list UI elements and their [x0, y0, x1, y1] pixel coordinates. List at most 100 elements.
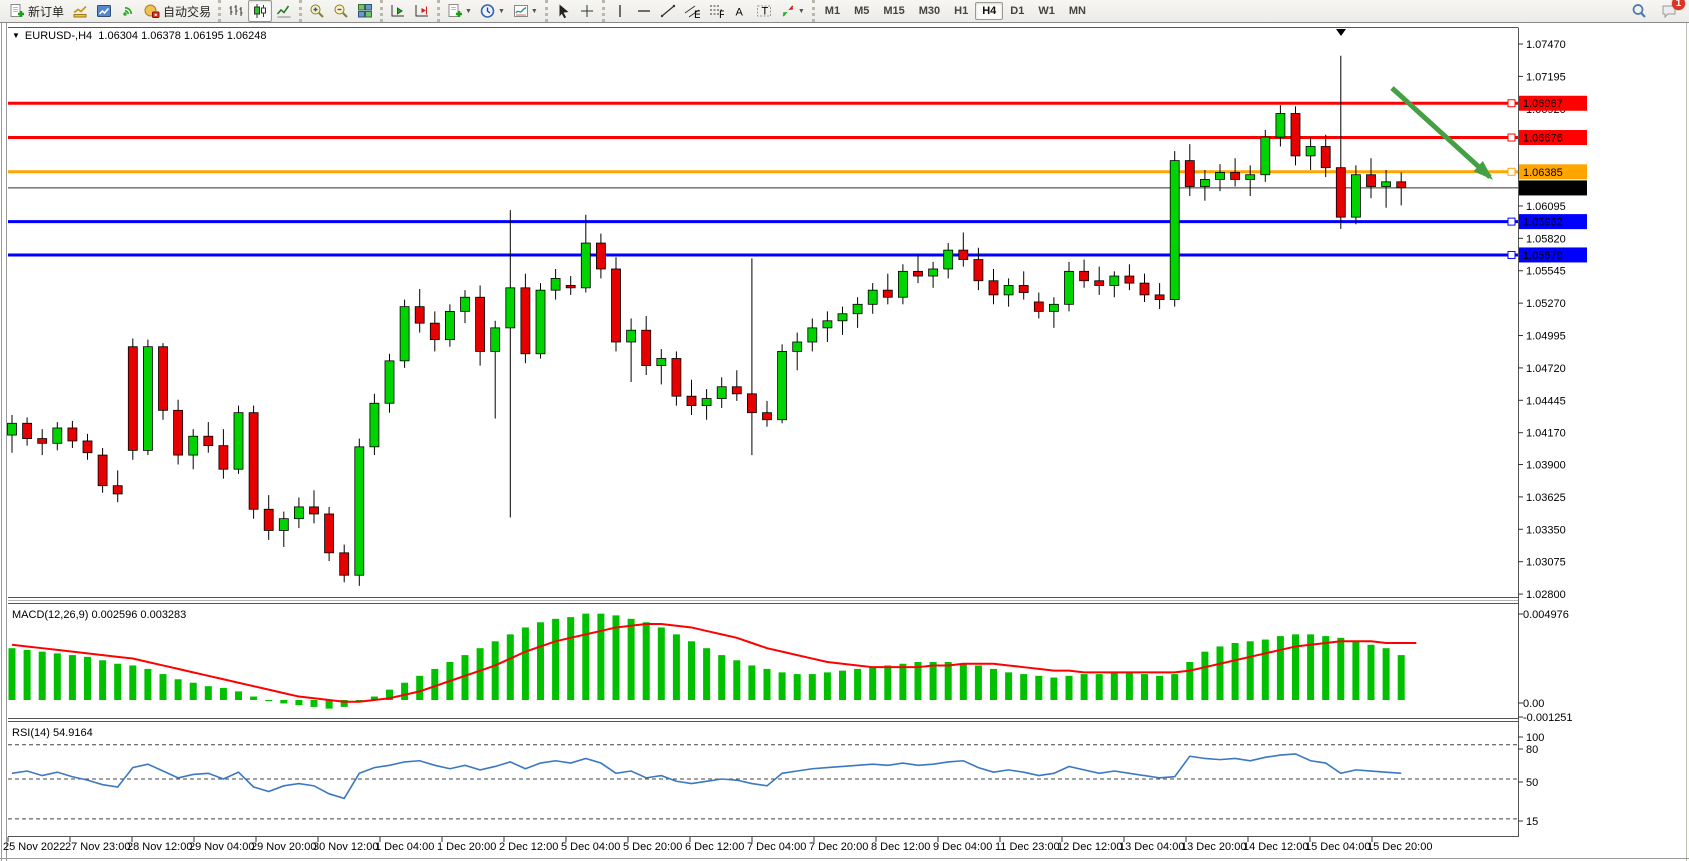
svg-text:0.004976: 0.004976	[1523, 609, 1569, 621]
svg-text:1.03350: 1.03350	[1526, 524, 1566, 536]
chevron-down-icon[interactable]: ▼	[797, 7, 805, 15]
svg-text:13 Dec 04:00: 13 Dec 04:00	[1119, 841, 1184, 853]
line-chart-icon	[276, 5, 291, 18]
auto-trading-button[interactable]: 自动交易	[140, 0, 215, 22]
chart-title: ▼ EURUSD-,H4 1.06304 1.06378 1.06195 1.06…	[12, 30, 267, 42]
timeframe-h4[interactable]: H4	[975, 2, 1004, 20]
price-axis[interactable]: 1.074701.071951.069201.066451.063701.060…	[1518, 39, 1566, 601]
zoom-out-icon	[334, 4, 348, 18]
rsi-indicator-label: RSI(14) 54.9164	[12, 727, 93, 739]
toolbar-group: 新订单 自动交易	[2, 0, 215, 22]
timeframe-h1[interactable]: H1	[954, 5, 969, 17]
svg-text:-0.001251: -0.001251	[1523, 712, 1573, 724]
fibonacci-icon: F	[709, 5, 724, 19]
svg-text:A: A	[735, 7, 743, 19]
templates-button[interactable]: ▼	[509, 0, 542, 22]
auto-scroll-button[interactable]	[386, 0, 410, 22]
text-label-button[interactable]: T	[752, 0, 776, 22]
svg-text:11 Dec 23:00: 11 Dec 23:00	[995, 841, 1060, 853]
candlestick-chart-button[interactable]	[248, 0, 273, 22]
text-icon: A	[735, 7, 743, 19]
data-window-icon	[97, 5, 112, 17]
fibonacci-button[interactable]: F	[704, 0, 728, 22]
bar-chart-button[interactable]	[224, 0, 248, 22]
svg-text:1.05270: 1.05270	[1526, 298, 1566, 310]
svg-text:6 Dec 12:00: 6 Dec 12:00	[685, 841, 744, 853]
market-watch-icon	[73, 5, 87, 18]
trend-arrow-annotation	[1390, 86, 1493, 180]
svg-text:1.06385: 1.06385	[1523, 167, 1563, 179]
signals-button[interactable]	[116, 0, 140, 22]
horizontal-line-button[interactable]	[632, 0, 656, 22]
chart-symbol-period: EURUSD-,H4	[24, 30, 93, 42]
svg-text:1 Dec 04:00: 1 Dec 04:00	[375, 841, 434, 853]
timeframe-mn[interactable]: MN	[1068, 5, 1086, 17]
chart-menu-triangle-icon[interactable]: ▼	[12, 31, 20, 40]
macd-panel	[8, 613, 1417, 709]
svg-text:1.05820: 1.05820	[1526, 233, 1566, 245]
svg-text:1.04720: 1.04720	[1526, 363, 1566, 375]
svg-text:1.05962: 1.05962	[1523, 217, 1563, 229]
zoom-out-button[interactable]	[329, 0, 353, 22]
templates-icon	[513, 5, 528, 17]
svg-text:29 Nov 04:00: 29 Nov 04:00	[189, 841, 254, 853]
vertical-line-button[interactable]	[608, 0, 632, 22]
equidistant-channel-button[interactable]: E	[680, 0, 704, 22]
svg-text:1.03900: 1.03900	[1526, 459, 1566, 471]
svg-text:E: E	[694, 9, 700, 19]
crosshair-icon	[580, 5, 593, 17]
timeframe-m1[interactable]: M1	[824, 5, 841, 17]
cursor-button[interactable]	[551, 0, 575, 22]
market-watch-button[interactable]	[68, 0, 92, 22]
svg-text:29 Nov 20:00: 29 Nov 20:00	[251, 841, 316, 853]
timeframe-w1[interactable]: W1	[1038, 5, 1055, 17]
zoom-in-button[interactable]	[305, 0, 329, 22]
new-order-button[interactable]: 新订单	[5, 0, 68, 22]
svg-text:T: T	[761, 6, 768, 18]
chart-shift-icon	[415, 5, 429, 17]
svg-text:9 Dec 04:00: 9 Dec 04:00	[933, 841, 992, 853]
line-chart-button[interactable]	[272, 0, 296, 22]
arrows-button[interactable]: ▼	[776, 0, 809, 22]
svg-text:1.06967: 1.06967	[1523, 98, 1563, 110]
new-order-button-label: 新订单	[28, 4, 65, 19]
indicators-icon	[448, 4, 463, 17]
timeframe-d1[interactable]: D1	[1010, 5, 1025, 17]
svg-text:7 Dec 04:00: 7 Dec 04:00	[747, 841, 806, 853]
chevron-down-icon[interactable]: ▼	[497, 7, 505, 15]
indicators-button[interactable]: ▼	[443, 0, 476, 22]
toolbar-group	[380, 0, 434, 22]
svg-text:30 Nov 12:00: 30 Nov 12:00	[313, 841, 378, 853]
svg-text:15: 15	[1526, 816, 1538, 828]
notifications-button[interactable]: 1	[1657, 0, 1685, 22]
auto-scroll-icon	[391, 5, 405, 17]
trendline-button[interactable]	[656, 0, 680, 22]
price-chart-canvas[interactable]: 1.074701.071951.069201.066451.063701.060…	[0, 23, 1689, 861]
data-window-button[interactable]	[92, 0, 116, 22]
chart-shift-button[interactable]	[410, 0, 434, 22]
timeframe-m5[interactable]: M5	[854, 5, 870, 17]
svg-text:1.06676: 1.06676	[1523, 133, 1563, 145]
timeframe-m30[interactable]: M30	[918, 5, 941, 17]
chevron-down-icon[interactable]: ▼	[465, 7, 472, 15]
tile-windows-button[interactable]	[353, 0, 377, 22]
crosshair-button[interactable]	[575, 0, 599, 22]
tile-windows-icon	[358, 4, 373, 18]
rsi-panel	[8, 744, 1518, 820]
equidistant-channel-icon: E	[684, 5, 700, 19]
svg-text:F: F	[719, 9, 724, 19]
chart-window[interactable]: 1.074701.071951.069201.066451.063701.060…	[0, 23, 1689, 861]
svg-text:27 Nov 23:00: 27 Nov 23:00	[65, 841, 130, 853]
svg-text:2 Dec 12:00: 2 Dec 12:00	[499, 841, 558, 853]
chevron-down-icon[interactable]: ▼	[530, 7, 538, 15]
svg-text:1 Dec 20:00: 1 Dec 20:00	[437, 841, 496, 853]
toolbar-group: E F A T ▼	[601, 0, 809, 22]
search-button[interactable]	[1627, 0, 1651, 22]
text-button[interactable]: A	[728, 0, 752, 22]
svg-text:28 Nov 12:00: 28 Nov 12:00	[127, 841, 192, 853]
periods-button[interactable]: ▼	[476, 0, 509, 22]
timeframe-m15[interactable]: M15	[883, 5, 905, 17]
macd-axis[interactable]: 0.004976 0.00 -0.001251	[1518, 609, 1573, 724]
